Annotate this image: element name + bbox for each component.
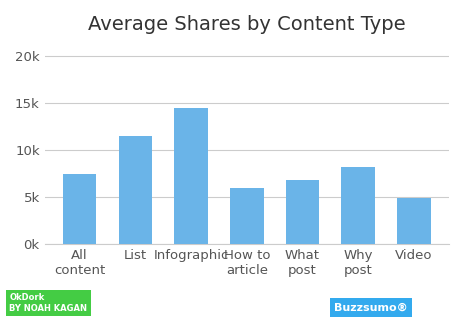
Bar [119,136,152,244]
Bar [230,188,263,244]
Text: OkDork
BY NOAH KAGAN: OkDork BY NOAH KAGAN [9,293,87,313]
Bar [174,108,207,244]
Title: Average Shares by Content Type: Average Shares by Content Type [88,15,405,34]
Text: Buzzsumo®: Buzzsumo® [333,303,407,313]
Bar [341,167,374,244]
Bar [63,174,96,244]
Bar [396,198,430,244]
Bar [285,180,319,244]
